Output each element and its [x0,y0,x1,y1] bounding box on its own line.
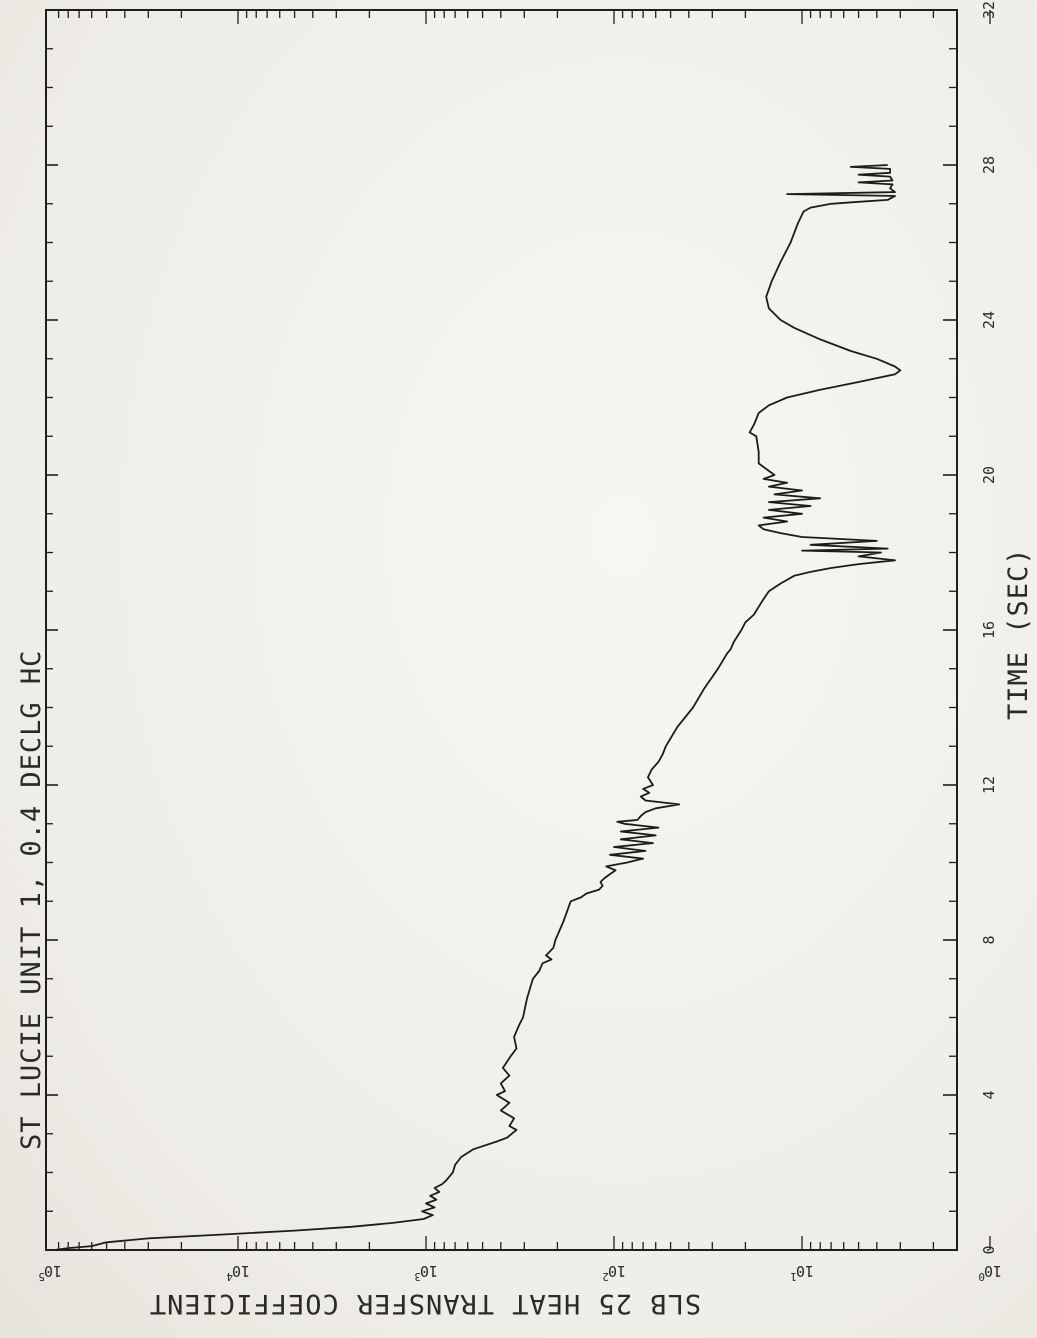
series-line [54,164,902,1251]
y-tick-label: 103 [414,1262,438,1283]
x-tick-label: 20 [980,466,998,484]
y-tick-label: 104 [226,1262,250,1283]
y-tick-base: 10 [420,1262,438,1280]
y-tick-base: 10 [608,1262,626,1280]
x-tick-label: 4 [980,1090,998,1099]
x-tick-label: 16 [980,621,998,639]
y-tick-base: 10 [44,1262,62,1280]
x-tick-label: 8 [980,935,998,944]
y-tick-exponent: 5 [38,1270,45,1283]
y-tick-label: 101 [790,1262,814,1283]
plot-frame [45,9,958,1251]
y-tick-exponent: 0 [978,1270,985,1283]
y-tick-exponent: 4 [226,1270,233,1283]
y-tick-base: 10 [984,1262,1002,1280]
y-tick-exponent: 3 [414,1270,421,1283]
series-group [54,164,902,1251]
y-tick-base: 10 [232,1262,250,1280]
x-axis-label: TIME (SEC) [1003,547,1034,720]
y-tick-exponent: 2 [602,1270,609,1283]
x-tick-label: 28 [980,156,998,174]
x-tick-label: 0 [980,1245,998,1254]
y-tick-label: 105 [38,1262,62,1283]
y-tick-label: 100 [978,1262,1002,1283]
y-tick-exponent: 1 [790,1270,797,1283]
x-tick-label: 12 [980,776,998,794]
y-tick-label: 102 [602,1262,626,1283]
y-tick-base: 10 [796,1262,814,1280]
x-tick-label: 32 [980,1,998,19]
x-tick-label: 24 [980,311,998,329]
y-axis-label: SLB 25 HEAT TRANSFER COEFFICIENT [149,1288,701,1319]
chart-title: ST LUCIE UNIT 1, 0.4 DECLG HC [16,650,47,1150]
x-tick-labels: 0 4 8 12 16 20 24 28 32 [980,1,998,1255]
